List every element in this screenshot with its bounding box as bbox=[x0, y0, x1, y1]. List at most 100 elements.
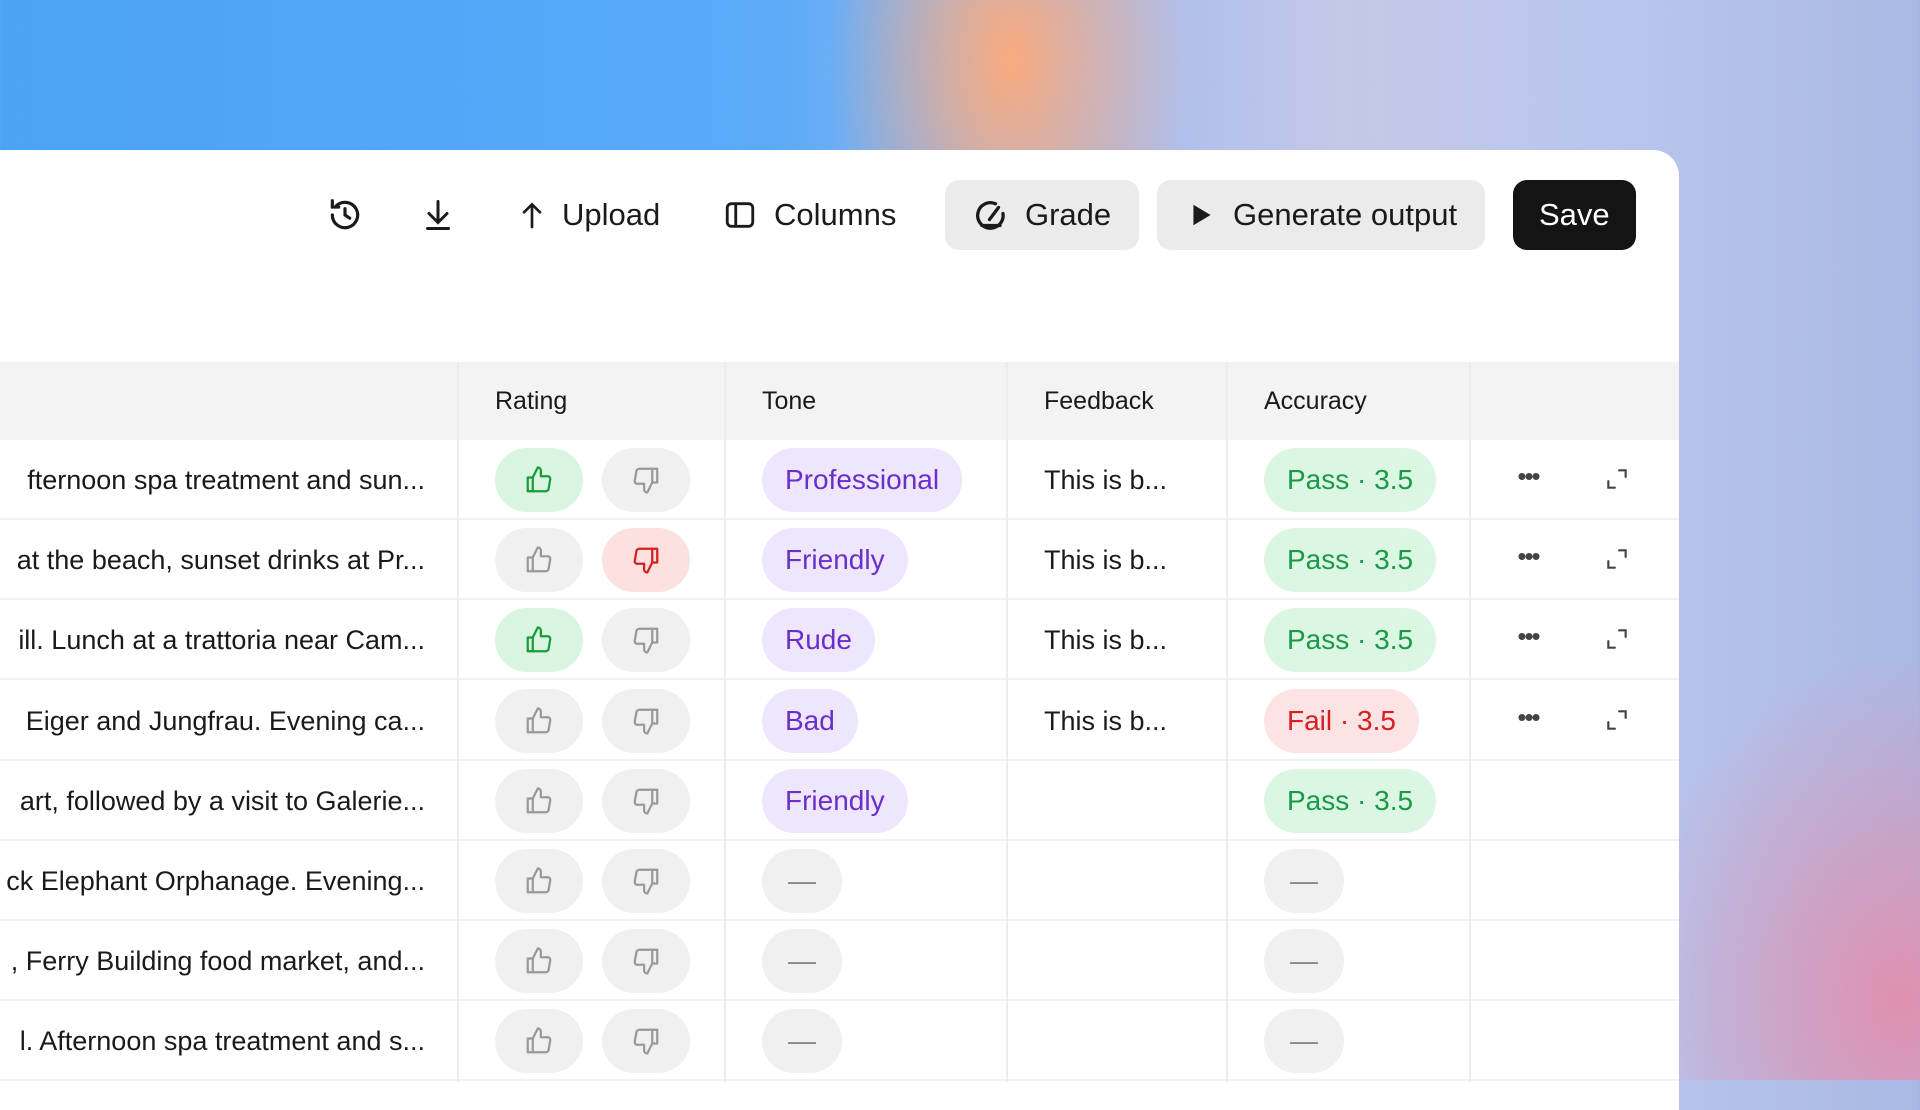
thumbs-up-icon bbox=[524, 786, 554, 816]
table-header bbox=[0, 362, 1679, 440]
grade-button[interactable]: Grade bbox=[945, 180, 1140, 250]
thumbs-down-button[interactable] bbox=[602, 528, 690, 593]
tone-badge[interactable]: Friendly bbox=[762, 528, 908, 593]
row-input-text: l. Afternoon spa treatment and s... bbox=[19, 1026, 425, 1057]
thumbs-up-icon bbox=[524, 706, 554, 736]
feedback-cell[interactable]: This is b... bbox=[1044, 705, 1168, 736]
more-options-icon[interactable]: ••• bbox=[1517, 461, 1540, 491]
tone-badge[interactable]: Rude bbox=[762, 608, 875, 673]
expand-icon[interactable] bbox=[1604, 546, 1630, 577]
thumbs-down-button[interactable] bbox=[602, 768, 690, 833]
thumbs-up-icon bbox=[524, 866, 554, 896]
grade-label: Grade bbox=[1025, 197, 1112, 232]
history-button[interactable] bbox=[326, 180, 364, 250]
thumbs-down-icon bbox=[631, 465, 661, 495]
thumbs-up-button[interactable] bbox=[495, 608, 583, 673]
thumbs-down-button[interactable] bbox=[602, 608, 690, 673]
thumbs-up-button[interactable] bbox=[495, 528, 583, 593]
tone-badge[interactable]: Friendly bbox=[762, 768, 908, 833]
feedback-cell[interactable]: This is b... bbox=[1044, 465, 1168, 495]
thumbs-up-icon bbox=[524, 625, 554, 655]
accuracy-badge[interactable]: — bbox=[1264, 929, 1344, 994]
gauge-icon bbox=[973, 197, 1009, 233]
columns-button[interactable]: Columns bbox=[722, 180, 896, 250]
download-icon bbox=[420, 197, 456, 233]
table-row[interactable]: , Ferry Building food market, and... — — bbox=[0, 921, 1679, 1002]
thumbs-down-icon bbox=[631, 625, 661, 655]
thumbs-down-icon bbox=[631, 786, 661, 816]
expand-icon[interactable] bbox=[1604, 626, 1630, 657]
table-row[interactable]: l. Afternoon spa treatment and s... — — bbox=[0, 1001, 1679, 1082]
upload-arrow-icon bbox=[516, 198, 548, 232]
thumbs-up-icon bbox=[524, 1026, 554, 1056]
thumbs-down-icon bbox=[631, 866, 661, 896]
table-row[interactable]: ill. Lunch at a trattoria near Cam... Ru… bbox=[0, 600, 1679, 681]
thumbs-up-button[interactable] bbox=[495, 1009, 583, 1074]
thumbs-up-icon bbox=[524, 545, 554, 575]
column-divider bbox=[457, 362, 459, 1082]
column-header-feedback[interactable]: Feedback bbox=[1044, 387, 1154, 415]
thumbs-down-button[interactable] bbox=[602, 688, 690, 753]
table-row[interactable]: ck Elephant Orphanage. Evening... — — bbox=[0, 841, 1679, 921]
accuracy-badge[interactable]: Pass · 3.5 bbox=[1264, 448, 1437, 512]
accuracy-badge[interactable]: — bbox=[1264, 1009, 1344, 1074]
accuracy-badge[interactable]: Fail · 3.5 bbox=[1264, 688, 1419, 753]
row-input-text: ck Elephant Orphanage. Evening... bbox=[6, 866, 425, 896]
thumbs-down-icon bbox=[631, 706, 661, 736]
thumbs-up-icon bbox=[524, 465, 554, 495]
columns-icon bbox=[722, 198, 758, 232]
column-header-accuracy[interactable]: Accuracy bbox=[1264, 387, 1367, 415]
accuracy-badge[interactable]: Pass · 3.5 bbox=[1264, 768, 1437, 833]
thumbs-up-button[interactable] bbox=[495, 768, 583, 833]
tone-badge[interactable]: — bbox=[762, 1009, 842, 1074]
column-divider bbox=[724, 362, 726, 1082]
thumbs-down-icon bbox=[631, 545, 661, 575]
thumbs-up-button[interactable] bbox=[495, 688, 583, 753]
feedback-cell[interactable]: This is b... bbox=[1044, 625, 1168, 656]
accuracy-badge[interactable]: Pass · 3.5 bbox=[1264, 528, 1437, 593]
expand-icon[interactable] bbox=[1604, 466, 1630, 497]
save-button[interactable]: Save bbox=[1513, 180, 1636, 250]
column-divider bbox=[1226, 362, 1228, 1082]
table-row[interactable]: at the beach, sunset drinks at Pr... Fri… bbox=[0, 520, 1679, 601]
more-options-icon[interactable]: ••• bbox=[1517, 541, 1540, 572]
expand-icon[interactable] bbox=[1604, 707, 1630, 738]
thumbs-down-button[interactable] bbox=[602, 929, 690, 994]
feedback-cell[interactable]: This is b... bbox=[1044, 545, 1168, 576]
row-input-text: , Ferry Building food market, and... bbox=[10, 946, 425, 977]
accuracy-badge[interactable]: Pass · 3.5 bbox=[1264, 608, 1437, 673]
tone-badge[interactable]: — bbox=[762, 929, 842, 994]
download-button[interactable] bbox=[420, 180, 456, 250]
play-icon bbox=[1191, 203, 1213, 227]
row-input-text: at the beach, sunset drinks at Pr... bbox=[16, 545, 425, 576]
column-header-rating[interactable]: Rating bbox=[495, 387, 568, 415]
thumbs-up-icon bbox=[524, 946, 554, 976]
row-input-text: fternoon spa treatment and sun... bbox=[27, 465, 425, 495]
thumbs-down-button[interactable] bbox=[602, 849, 690, 913]
table-row[interactable]: art, followed by a visit to Galerie... F… bbox=[0, 761, 1679, 841]
row-input-text: art, followed by a visit to Galerie... bbox=[19, 785, 425, 816]
column-divider bbox=[1469, 362, 1471, 1082]
history-icon bbox=[326, 196, 364, 234]
thumbs-down-button[interactable] bbox=[602, 448, 690, 512]
thumbs-up-button[interactable] bbox=[495, 929, 583, 994]
thumbs-up-button[interactable] bbox=[495, 849, 583, 913]
table-row[interactable]: fternoon spa treatment and sun... Profes… bbox=[0, 440, 1679, 520]
tone-badge[interactable]: — bbox=[762, 849, 842, 913]
thumbs-down-button[interactable] bbox=[602, 1009, 690, 1074]
upload-button[interactable]: Upload bbox=[516, 180, 660, 250]
row-input-text: ill. Lunch at a trattoria near Cam... bbox=[18, 625, 425, 656]
column-header-tone[interactable]: Tone bbox=[762, 387, 817, 415]
thumbs-up-button[interactable] bbox=[495, 448, 583, 512]
upload-label: Upload bbox=[562, 197, 661, 232]
more-options-icon[interactable]: ••• bbox=[1517, 621, 1540, 652]
generate-output-button[interactable]: Generate output bbox=[1157, 180, 1486, 250]
accuracy-badge[interactable]: — bbox=[1264, 849, 1344, 913]
column-divider bbox=[1006, 362, 1008, 1082]
tone-badge[interactable]: Professional bbox=[762, 448, 963, 512]
tone-badge[interactable]: Bad bbox=[762, 688, 858, 753]
save-label: Save bbox=[1539, 197, 1610, 232]
thumbs-down-icon bbox=[631, 946, 661, 976]
table-row[interactable]: Eiger and Jungfrau. Evening ca... Bad Th… bbox=[0, 681, 1679, 761]
more-options-icon[interactable]: ••• bbox=[1517, 701, 1540, 732]
